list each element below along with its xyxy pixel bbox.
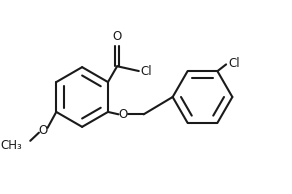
Text: Cl: Cl	[228, 57, 240, 70]
Text: O: O	[112, 30, 122, 43]
Text: Cl: Cl	[141, 65, 152, 78]
Text: O: O	[38, 124, 47, 137]
Text: O: O	[119, 108, 128, 121]
Text: CH₃: CH₃	[1, 139, 22, 152]
